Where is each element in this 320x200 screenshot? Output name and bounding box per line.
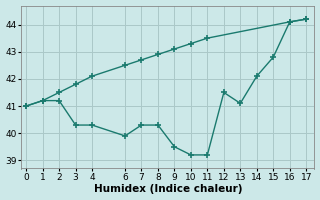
X-axis label: Humidex (Indice chaleur): Humidex (Indice chaleur) bbox=[93, 184, 242, 194]
